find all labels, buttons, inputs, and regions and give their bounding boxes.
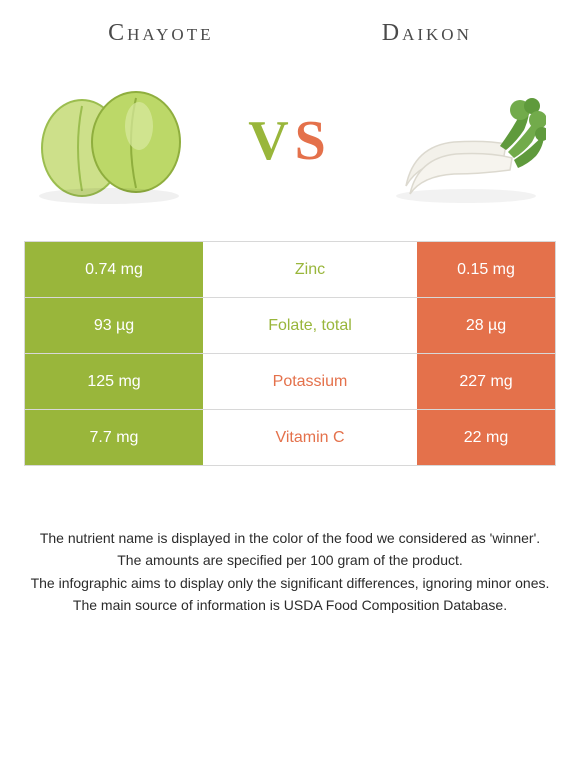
right-food-title: Daikon xyxy=(382,20,472,47)
left-value: 7.7 mg xyxy=(25,410,203,465)
footnotes: The nutrient name is displayed in the co… xyxy=(24,528,556,617)
table-row: 125 mg Potassium 227 mg xyxy=(25,354,555,410)
nutrient-label: Potassium xyxy=(203,354,417,409)
left-value: 93 µg xyxy=(25,298,203,353)
vs-label: VS xyxy=(248,109,332,173)
graphics-row: VS xyxy=(24,71,556,211)
table-row: 0.74 mg Zinc 0.15 mg xyxy=(25,242,555,298)
footnote-line: The infographic aims to display only the… xyxy=(28,573,552,593)
table-row: 7.7 mg Vitamin C 22 mg xyxy=(25,410,555,466)
table-row: 93 µg Folate, total 28 µg xyxy=(25,298,555,354)
right-value: 28 µg xyxy=(417,298,555,353)
nutrient-label: Vitamin C xyxy=(203,410,417,465)
nutrient-label: Folate, total xyxy=(203,298,417,353)
nutrient-label: Zinc xyxy=(203,242,417,297)
daikon-illustration xyxy=(386,76,546,206)
footnote-line: The amounts are specified per 100 gram o… xyxy=(28,550,552,570)
nutrient-table: 0.74 mg Zinc 0.15 mg 93 µg Folate, total… xyxy=(24,241,556,466)
right-value: 22 mg xyxy=(417,410,555,465)
left-value: 0.74 mg xyxy=(25,242,203,297)
left-food-title: Chayote xyxy=(108,20,213,47)
footnote-line: The nutrient name is displayed in the co… xyxy=(28,528,552,548)
left-value: 125 mg xyxy=(25,354,203,409)
right-value: 227 mg xyxy=(417,354,555,409)
comparison-infographic: Chayote Daikon VS 0 xyxy=(0,0,580,784)
footnote-line: The main source of information is USDA F… xyxy=(28,595,552,615)
header: Chayote Daikon xyxy=(24,20,556,47)
chayote-illustration xyxy=(34,76,194,206)
right-value: 0.15 mg xyxy=(417,242,555,297)
